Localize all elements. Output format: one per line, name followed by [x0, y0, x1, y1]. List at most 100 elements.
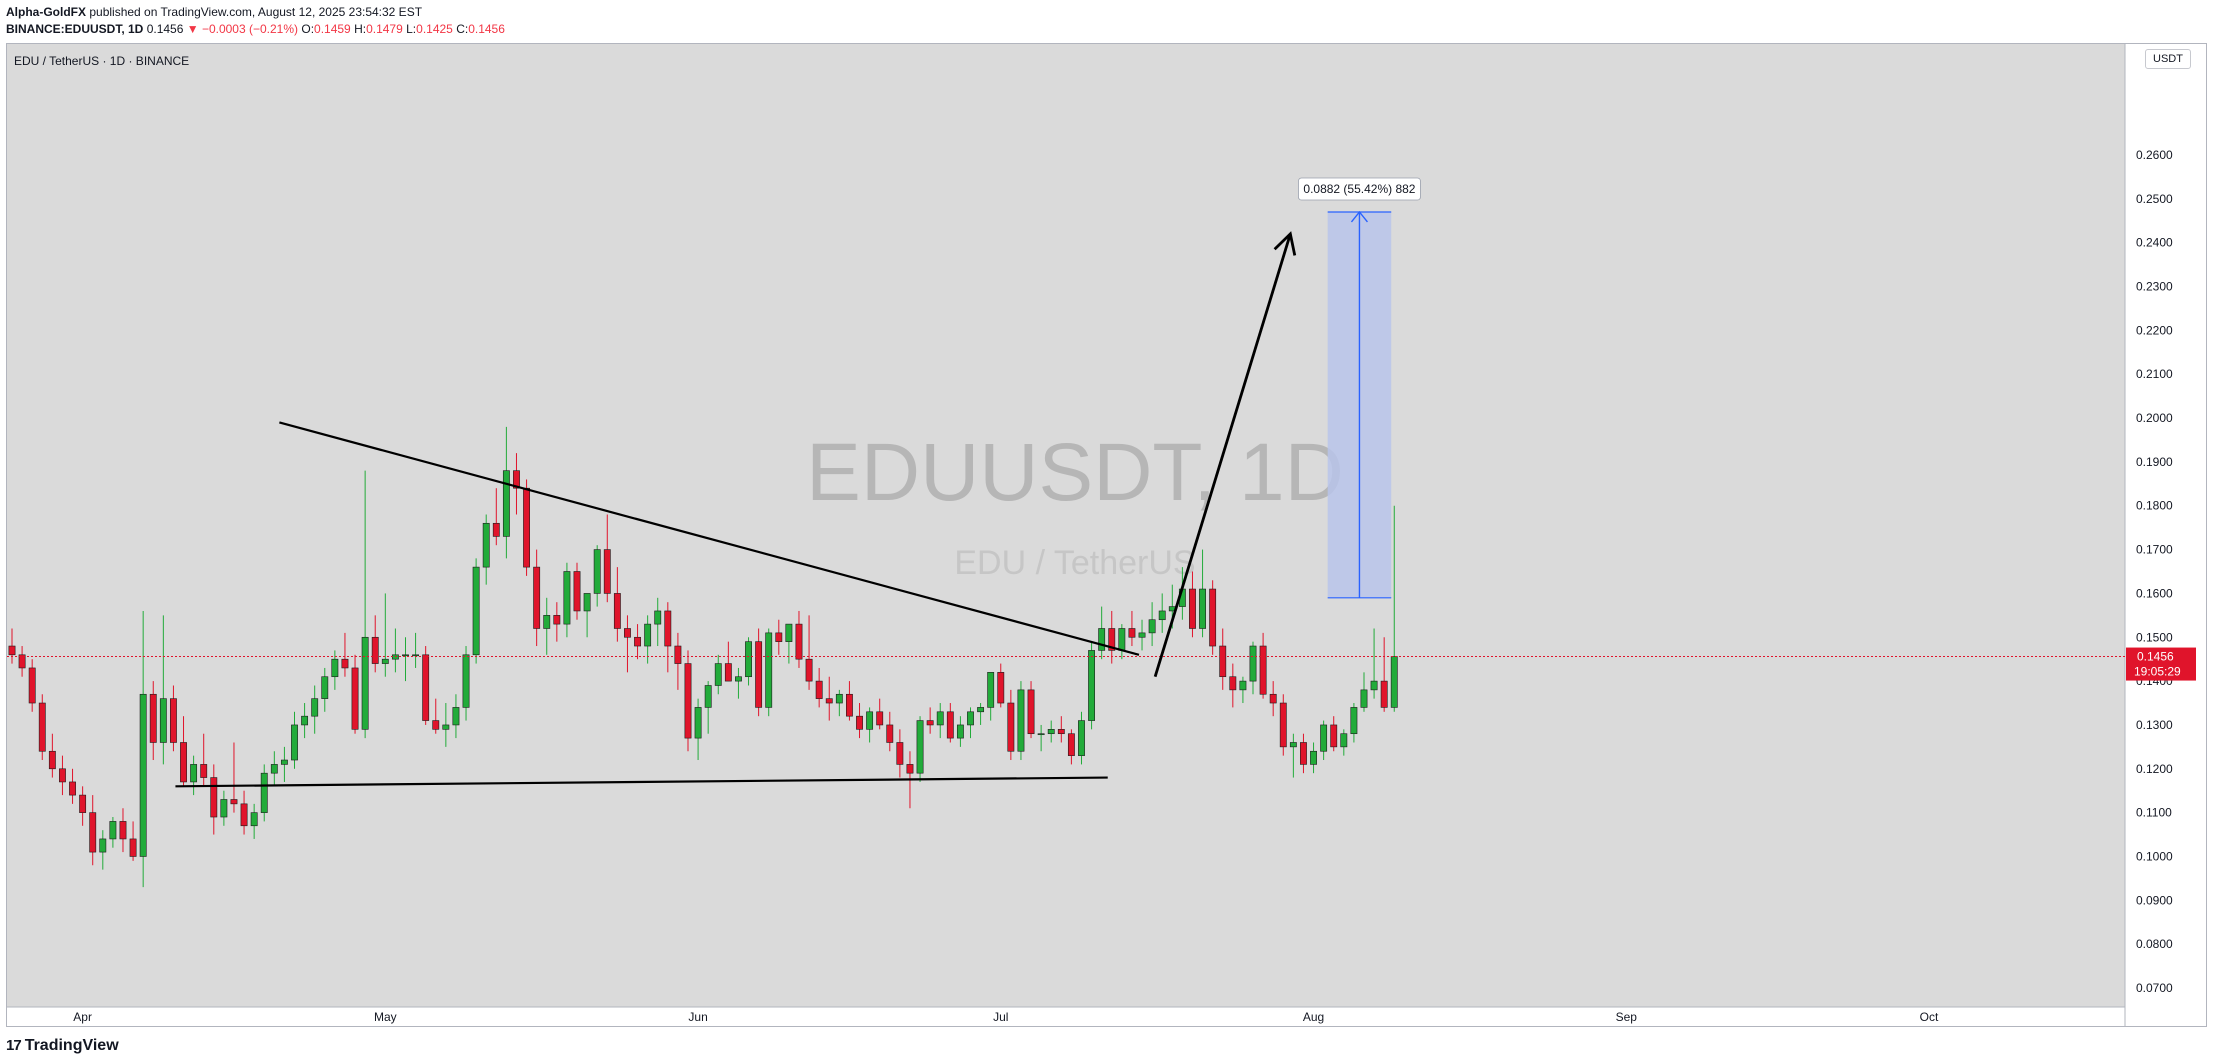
candle-body	[654, 610, 662, 625]
candle-body	[230, 799, 238, 805]
candle-body	[845, 693, 853, 717]
y-tick-label: 0.2200	[2136, 323, 2173, 337]
candle-body	[412, 654, 420, 657]
candle-body	[502, 470, 510, 537]
candle-body	[825, 698, 833, 704]
candle-body	[1219, 645, 1227, 678]
candle-body	[311, 698, 319, 717]
horizontal-support-trendline	[175, 776, 1108, 788]
candle-body	[1189, 588, 1196, 629]
candle-body	[724, 663, 732, 682]
candle-body	[533, 566, 541, 629]
candle-body	[492, 522, 500, 537]
candle-body	[170, 698, 177, 743]
candle-body	[593, 549, 601, 594]
candle-body	[1209, 588, 1217, 647]
candle-body	[1118, 628, 1126, 651]
chart-canvas[interactable]: EDUUSDT, 1D EDU / TetherUS 0.0700 0.0800 0.0…	[7, 44, 2207, 1027]
candle-body	[997, 672, 1005, 704]
candle-body	[18, 654, 26, 669]
x-tick-label: Jun	[688, 1010, 707, 1024]
candle-body	[1390, 656, 1398, 708]
candle-body	[1370, 680, 1378, 691]
y-tick-label: 0.1000	[2136, 849, 2173, 863]
candle-body	[926, 720, 934, 726]
x-tick-label: Aug	[1303, 1010, 1324, 1024]
candle-body	[1078, 720, 1085, 756]
tradingview-brand[interactable]: 17 TradingView	[6, 1037, 119, 1055]
candle-body	[180, 742, 187, 783]
y-tick-label: 0.0900	[2136, 893, 2173, 907]
y-tick-label: 0.0700	[2136, 981, 2173, 995]
low-value: 0.1425	[416, 22, 453, 36]
candle-body	[714, 663, 722, 686]
y-tick-label: 0.0800	[2136, 937, 2173, 951]
candle-body	[1340, 733, 1348, 748]
high-value: 0.1479	[366, 22, 403, 36]
candle-body	[1350, 707, 1358, 735]
candle-body	[28, 667, 36, 704]
candle-body	[1239, 680, 1247, 691]
candle-body	[856, 715, 863, 730]
candle-body	[210, 777, 218, 818]
candle-body	[805, 658, 813, 682]
candle-body	[48, 750, 56, 770]
candle-body	[916, 720, 924, 774]
candle-body	[462, 654, 470, 708]
y-tick-label: 0.1800	[2136, 499, 2173, 513]
low-label: L:	[406, 22, 417, 36]
candle-body	[1300, 742, 1307, 765]
candle-body	[442, 724, 450, 730]
y-tick-label: 0.1100	[2136, 806, 2172, 820]
candle-body	[1057, 729, 1065, 735]
candle-body	[1360, 689, 1368, 708]
candle-body	[59, 768, 66, 783]
candle-body	[301, 715, 309, 726]
candle-body	[906, 764, 914, 774]
candle-body	[936, 711, 944, 726]
price-tag-countdown: 19:05:29	[2134, 665, 2181, 679]
y-tick-label: 0.1600	[2136, 586, 2173, 600]
y-tick-label: 0.2600	[2136, 148, 2173, 162]
candle-body	[1158, 610, 1166, 621]
chart-frame[interactable]: EDUUSDT, 1D EDU / TetherUS 0.0700 0.0800 0.0…	[6, 43, 2207, 1027]
time-axis-area	[7, 1007, 2125, 1026]
candle-body	[69, 781, 76, 796]
candle-body	[402, 654, 409, 657]
projection-arrow-shaft	[1153, 233, 1292, 678]
candle-body	[896, 742, 904, 765]
candle-body	[260, 772, 268, 813]
candle-body	[745, 641, 752, 678]
candle-body	[946, 711, 954, 739]
candle-body	[89, 812, 97, 853]
candle-body	[240, 803, 248, 827]
candle-body	[1047, 729, 1055, 735]
y-tick-label: 0.2000	[2136, 411, 2173, 425]
candle-body	[755, 641, 763, 708]
candle-body	[129, 838, 137, 857]
candle-body	[1148, 619, 1156, 634]
candle-body	[8, 645, 16, 656]
open-value: 0.1459	[314, 22, 351, 36]
author-name[interactable]: Alpha-GoldFX	[6, 5, 86, 19]
x-tick-label: Oct	[1920, 1010, 1939, 1024]
currency-selector[interactable]: USDT	[2145, 49, 2191, 69]
tradingview-logo-icon: 17	[6, 1037, 22, 1054]
candle-body	[704, 685, 712, 708]
candle-body	[573, 571, 581, 612]
y-tick-label: 0.1200	[2136, 762, 2173, 776]
candle-body	[967, 711, 974, 726]
candle-body	[835, 693, 843, 704]
candle-body	[250, 812, 258, 827]
candle-body	[644, 623, 652, 647]
candle-body	[341, 658, 349, 669]
ohlc-line: BINANCE:EDUUSDT, 1D 0.1456 ▼ −0.0003 (−0…	[6, 21, 505, 38]
candle-body	[694, 707, 702, 739]
plot-background	[7, 44, 2125, 1007]
chart-header: Alpha-GoldFX published on TradingView.co…	[6, 4, 505, 38]
candle-body	[624, 628, 631, 638]
high-label: H:	[354, 22, 367, 36]
candle-body	[1310, 750, 1317, 765]
candle-body	[1027, 689, 1035, 735]
candle-body	[1138, 632, 1146, 638]
